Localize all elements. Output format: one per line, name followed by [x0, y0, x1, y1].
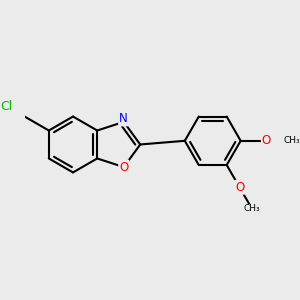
Text: Cl: Cl	[0, 100, 13, 112]
Text: O: O	[262, 134, 271, 147]
Text: N: N	[119, 112, 128, 125]
Text: CH₃: CH₃	[283, 136, 300, 145]
Text: O: O	[119, 160, 128, 174]
Text: CH₃: CH₃	[244, 205, 260, 214]
Text: O: O	[235, 181, 244, 194]
